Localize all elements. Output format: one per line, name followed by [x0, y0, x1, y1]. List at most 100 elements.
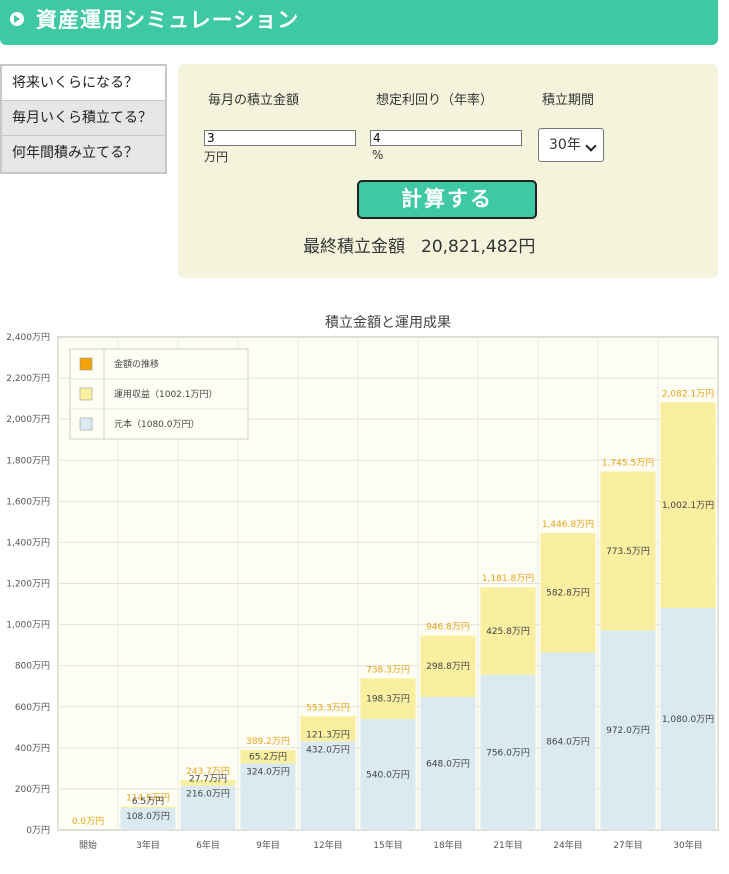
earnings-data-label: 198.3万円: [366, 694, 410, 705]
principal-data-label: 1,080.0万円: [662, 714, 714, 725]
principal-data-label: 972.0万円: [606, 725, 650, 736]
total-data-label: 553.3万円: [306, 702, 350, 713]
chevron-down-icon: [585, 140, 597, 152]
arrow-circle-icon: [10, 12, 24, 26]
legend-swatch: [79, 417, 93, 431]
total-data-label: 1,181.8万円: [482, 573, 534, 584]
bar-earnings: [600, 471, 656, 631]
x-tick-label: 27年目: [613, 839, 642, 851]
x-tick-label: 30年目: [673, 839, 702, 851]
total-data-label: 0.0万円: [72, 816, 104, 827]
bar-earnings: [180, 779, 236, 786]
legend-label: 運用収益（1002.1万円）: [114, 388, 218, 400]
legend-label: 元本（1080.0万円）: [114, 418, 200, 430]
x-tick-label: 21年目: [493, 839, 522, 851]
tab-future-amount[interactable]: 将来いくらになる？: [2, 66, 165, 101]
principal-data-label: 756.0万円: [486, 747, 530, 758]
bar-principal: [540, 652, 596, 830]
input-panel: 毎月の積立金額 想定利回り（年率） 積立期間 万円 % 30年 計算する 最終積…: [178, 64, 718, 278]
bar-principal: [660, 608, 716, 830]
earnings-data-label: 65.2万円: [249, 751, 287, 762]
chart-title: 積立金額と運用成果: [325, 315, 451, 331]
principal-data-label: 108.0万円: [126, 811, 170, 822]
monthly-unit: 万円: [204, 150, 229, 164]
principal-data-label: 864.0万円: [546, 736, 590, 747]
result-value: 20,821,482円: [421, 237, 536, 257]
earnings-data-label: 1,002.1万円: [662, 500, 714, 511]
result-label: 最終積立金額: [303, 237, 405, 257]
x-tick-label: 6年目: [196, 839, 220, 851]
bar-earnings: [240, 750, 296, 764]
y-tick-label: 400万円: [15, 743, 50, 754]
chart-container: 0万円 200万円 400万円 600万円 800万円 1,000万円 1,200万円 1,4…: [0, 305, 729, 870]
period-label: 積立期間: [542, 93, 595, 108]
y-tick-label: 1,400万円: [6, 537, 50, 548]
x-tick-label: 9年目: [256, 839, 280, 851]
y-tick-label: 1,000万円: [6, 620, 50, 631]
total-data-label: 1,446.8万円: [542, 519, 594, 530]
stacked-bar-chart: 0万円 200万円 400万円 600万円 800万円 1,000万円 1,200万円 1,4…: [6, 315, 719, 851]
earnings-data-label: 773.5万円: [606, 546, 650, 557]
y-tick-label: 600万円: [15, 702, 50, 713]
bar-principal: [600, 630, 656, 830]
rate-input[interactable]: [370, 130, 522, 146]
x-tick-label: 18年目: [433, 839, 462, 851]
bar-principal: [300, 741, 356, 830]
y-tick-label: 2,000万円: [6, 414, 50, 425]
rate-unit: %: [372, 148, 384, 162]
mode-tabs: 将来いくらになる？ 毎月いくら積立てる？ 何年間積み立てる？: [0, 64, 167, 174]
x-tick-label: 開始: [79, 839, 97, 851]
bar-principal: [180, 785, 236, 830]
bar-earnings: [420, 635, 476, 697]
principal-data-label: 324.0万円: [246, 766, 290, 777]
bar-earnings: [480, 587, 536, 675]
bar-principal: [480, 674, 536, 830]
bar-principal: [120, 807, 176, 830]
total-data-label: 2,082.1万円: [662, 388, 714, 399]
total-data-label: 243.7万円: [186, 766, 230, 777]
earnings-data-label: 121.3万円: [306, 729, 350, 740]
total-data-label: 114.5万円: [126, 792, 170, 803]
principal-data-label: 216.0万円: [186, 789, 230, 800]
bar-earnings: [300, 716, 356, 742]
period-select-value: 30年: [549, 137, 581, 153]
legend-swatch: [79, 357, 93, 371]
y-tick-label: 2,200万円: [6, 373, 50, 384]
y-tick-label: 2,400万円: [6, 332, 50, 343]
legend-label: 金額の推移: [114, 358, 159, 370]
y-tick-label: 1,800万円: [6, 455, 50, 466]
result-line: 最終積立金額 20,821,482円: [303, 232, 535, 257]
bar-earnings: [660, 402, 716, 609]
principal-data-label: 540.0万円: [366, 770, 410, 781]
principal-data-label: 432.0万円: [306, 744, 350, 755]
tab-monthly-amount[interactable]: 毎月いくら積立てる？: [2, 101, 165, 136]
period-select[interactable]: 30年: [538, 128, 604, 162]
bar-principal: [240, 763, 296, 830]
calculate-button[interactable]: 計算する: [357, 180, 537, 219]
total-data-label: 1,745.5万円: [602, 457, 654, 468]
rate-label: 想定利回り（年率）: [376, 93, 494, 108]
monthly-label: 毎月の積立金額: [208, 93, 300, 108]
x-tick-label: 3年目: [136, 839, 160, 851]
bar-earnings: [540, 532, 596, 653]
monthly-amount-input[interactable]: [204, 130, 356, 146]
y-tick-label: 0万円: [26, 825, 50, 836]
y-tick-label: 1,200万円: [6, 579, 50, 590]
earnings-data-label: 6.5万円: [132, 796, 164, 807]
legend-swatch: [79, 387, 93, 401]
x-tick-label: 12年目: [313, 839, 342, 851]
total-data-label: 946.8万円: [426, 622, 470, 633]
bar-earnings: [360, 678, 416, 720]
bar-principal: [420, 696, 476, 830]
earnings-data-label: 582.8万円: [546, 588, 590, 599]
total-data-label: 389.2万円: [246, 736, 290, 747]
page-title: 資産運用シミュレーション: [36, 8, 300, 32]
y-tick-label: 200万円: [15, 784, 50, 795]
x-tick-label: 15年目: [373, 839, 402, 851]
legend-box: [69, 348, 249, 440]
tab-years[interactable]: 何年間積み立てる？: [12, 145, 138, 161]
earnings-data-label: 298.8万円: [426, 661, 470, 672]
earnings-data-label: 27.7万円: [189, 774, 227, 785]
principal-data-label: 648.0万円: [426, 758, 470, 769]
y-tick-label: 800万円: [15, 661, 50, 672]
